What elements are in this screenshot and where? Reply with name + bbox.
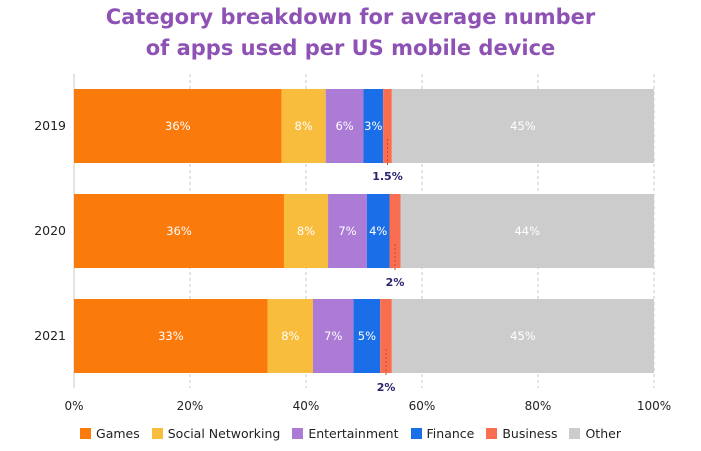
legend-swatch <box>80 428 92 439</box>
bar-segment <box>380 299 392 373</box>
data-label: 1.5% <box>372 170 403 183</box>
legend-swatch <box>569 428 581 439</box>
legend-swatch <box>151 428 163 439</box>
data-label: 4% <box>369 224 387 238</box>
x-tick-label: 20% <box>177 399 204 413</box>
bar-segment <box>391 89 654 163</box>
data-label: 7% <box>324 329 342 343</box>
legend-label: Finance <box>426 426 475 441</box>
bar-segment <box>325 89 364 163</box>
legend-item: Other <box>569 426 621 441</box>
data-label: 36% <box>166 224 192 238</box>
bar-segment <box>267 299 313 373</box>
bar-segment <box>400 194 654 268</box>
data-label: 5% <box>358 329 376 343</box>
bar-segment <box>391 299 654 373</box>
legend-label: Games <box>96 426 140 441</box>
x-tick-label: 100% <box>637 399 671 413</box>
chart-title-line-1: Category breakdown for average number <box>105 5 596 29</box>
legend-swatch <box>292 428 304 439</box>
legend-swatch <box>486 428 498 439</box>
data-label: 7% <box>338 224 356 238</box>
chart-legend: Games Social Networking Entertainment Finan… <box>0 426 701 441</box>
legend-item: Finance <box>410 426 475 441</box>
bar-segment <box>363 89 384 163</box>
legend-swatch <box>410 428 422 439</box>
bar-segment <box>389 194 401 268</box>
category-label: 2019 <box>34 118 66 133</box>
legend-item: Social Networking <box>151 426 281 441</box>
x-tick-label: 40% <box>293 399 320 413</box>
x-tick-label: 80% <box>525 399 552 413</box>
category-label: 2020 <box>34 223 66 238</box>
data-label: 6% <box>335 119 353 133</box>
category-label: 2021 <box>34 328 66 343</box>
data-label: 2% <box>377 381 396 394</box>
data-label: 44% <box>514 224 540 238</box>
bar-segment <box>283 194 329 268</box>
data-label: 36% <box>165 119 191 133</box>
chart-title: Category breakdown for average number of… <box>0 2 701 64</box>
bar-segment <box>281 89 326 163</box>
data-label: 8% <box>297 224 315 238</box>
data-label: 3% <box>364 119 382 133</box>
bar-segment <box>328 194 367 268</box>
legend-label: Business <box>502 426 558 441</box>
bar-segment <box>312 299 354 373</box>
bar-segment <box>74 89 282 163</box>
legend-label: Social Networking <box>167 426 281 441</box>
stacked-bar-chart: 0% 20% 40% 60% 80% 100% 2019 2020 2021 36% 8% 6% 3% 1… <box>34 74 671 413</box>
legend-label: Entertainment <box>308 426 399 441</box>
data-label: 8% <box>281 329 299 343</box>
bar-segment <box>383 89 392 163</box>
x-tick-label: 60% <box>409 399 436 413</box>
chart-title-line-2: of apps used per US mobile device <box>145 36 556 60</box>
bar-segment <box>353 299 381 373</box>
bar-segment <box>74 194 284 268</box>
legend-item: Entertainment <box>292 426 399 441</box>
legend-label: Other <box>585 426 621 441</box>
data-label: 2% <box>386 276 405 289</box>
data-label: 45% <box>510 119 536 133</box>
x-tick-label: 0% <box>64 399 83 413</box>
bar-segment <box>74 299 268 373</box>
data-label: 33% <box>158 329 184 343</box>
data-label: 8% <box>295 119 313 133</box>
data-label: 45% <box>510 329 536 343</box>
legend-item: Business <box>486 426 557 441</box>
legend-item: Games <box>80 426 140 441</box>
bar-segment <box>366 194 390 268</box>
